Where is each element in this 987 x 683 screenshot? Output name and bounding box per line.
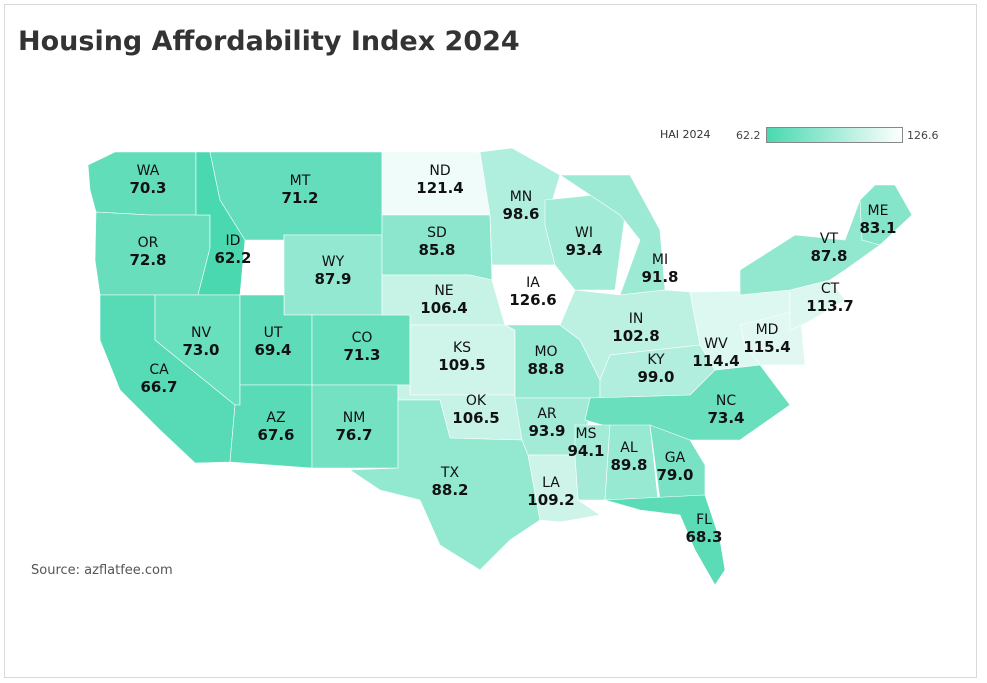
- state-value-TX: 88.2: [431, 481, 468, 499]
- state-label-AR: AR: [537, 406, 557, 422]
- state-label-MD: MD: [756, 322, 779, 338]
- state-ME[interactable]: [859, 184, 913, 246]
- state-value-CA: 66.7: [140, 378, 177, 396]
- state-value-IN: 102.8: [612, 327, 659, 345]
- state-value-AZ: 67.6: [257, 426, 294, 444]
- state-label-AL: AL: [620, 440, 638, 456]
- state-value-LA: 109.2: [527, 491, 574, 509]
- state-value-MS: 94.1: [567, 442, 604, 460]
- state-label-UT: UT: [264, 325, 283, 341]
- state-label-MN: MN: [510, 189, 533, 205]
- state-value-MI: 91.8: [641, 268, 678, 286]
- state-label-CT: CT: [821, 281, 840, 297]
- state-value-ND: 121.4: [416, 179, 463, 197]
- state-value-GA: 79.0: [656, 466, 693, 484]
- state-value-WV: 114.4: [692, 352, 739, 370]
- state-label-MI: MI: [652, 252, 668, 268]
- chart-title: Housing Affordability Index 2024: [18, 26, 520, 57]
- state-label-CA: CA: [149, 362, 169, 378]
- state-value-NE: 106.4: [420, 299, 467, 317]
- state-value-ID: 62.2: [214, 249, 251, 267]
- state-label-ID: ID: [226, 233, 241, 249]
- state-label-ND: ND: [429, 163, 450, 179]
- state-value-MT: 71.2: [281, 189, 318, 207]
- state-NM[interactable]: [311, 384, 399, 469]
- state-label-AZ: AZ: [266, 410, 285, 426]
- legend-max-label: 126.6: [907, 129, 939, 142]
- state-value-MN: 98.6: [502, 205, 539, 223]
- state-value-WI: 93.4: [565, 241, 602, 259]
- chart-frame: [4, 4, 977, 678]
- state-value-OK: 106.5: [452, 409, 499, 427]
- state-label-MO: MO: [534, 344, 557, 360]
- state-label-GA: GA: [665, 450, 686, 466]
- state-label-TX: TX: [440, 465, 460, 481]
- source-note: Source: azflatfee.com: [31, 563, 173, 578]
- state-label-IN: IN: [629, 311, 644, 327]
- state-value-AL: 89.8: [610, 456, 647, 474]
- state-FL[interactable]: [604, 494, 726, 586]
- state-value-CO: 71.3: [343, 346, 380, 364]
- state-label-NE: NE: [434, 283, 453, 299]
- state-value-SD: 85.8: [418, 241, 455, 259]
- state-label-KY: KY: [647, 352, 665, 368]
- state-label-OR: OR: [138, 235, 159, 251]
- state-value-IA: 126.6: [509, 291, 556, 309]
- legend-title: HAI 2024: [660, 128, 711, 141]
- state-label-ME: ME: [868, 203, 889, 219]
- state-value-FL: 68.3: [685, 528, 722, 546]
- state-label-WY: WY: [322, 254, 345, 270]
- state-value-VT: 87.8: [810, 247, 847, 265]
- legend-color-scale: [766, 127, 903, 143]
- state-GA[interactable]: [649, 424, 706, 501]
- state-value-WY: 87.9: [314, 270, 351, 288]
- state-value-WA: 70.3: [129, 179, 166, 197]
- state-value-KY: 99.0: [637, 368, 674, 386]
- state-label-WA: WA: [137, 163, 160, 179]
- state-value-KS: 109.5: [438, 356, 485, 374]
- state-value-NC: 73.4: [707, 409, 744, 427]
- state-label-WV: WV: [704, 336, 728, 352]
- state-MS[interactable]: [574, 424, 611, 501]
- state-label-CO: CO: [352, 330, 373, 346]
- state-value-CT: 113.7: [806, 297, 853, 315]
- state-value-OR: 72.8: [129, 251, 166, 269]
- state-value-AR: 93.9: [528, 422, 565, 440]
- state-label-VT: VT: [820, 231, 839, 247]
- state-label-NV: NV: [191, 325, 211, 341]
- state-label-KS: KS: [453, 340, 471, 356]
- state-value-UT: 69.4: [254, 341, 291, 359]
- state-label-NC: NC: [716, 393, 736, 409]
- state-label-MS: MS: [576, 426, 597, 442]
- state-value-MD: 115.4: [743, 338, 790, 356]
- state-label-OK: OK: [466, 393, 487, 409]
- state-value-ME: 83.1: [859, 219, 896, 237]
- state-label-IA: IA: [526, 275, 540, 291]
- state-label-SD: SD: [427, 225, 447, 241]
- state-label-WI: WI: [575, 225, 593, 241]
- state-value-NV: 73.0: [182, 341, 219, 359]
- legend-min-label: 62.2: [736, 129, 761, 142]
- state-value-NM: 76.7: [335, 426, 372, 444]
- state-label-MT: MT: [290, 173, 311, 189]
- state-label-NM: NM: [343, 410, 366, 426]
- state-TX[interactable]: [349, 399, 541, 571]
- state-value-MO: 88.8: [527, 360, 564, 378]
- state-label-LA: LA: [542, 475, 560, 491]
- state-label-FL: FL: [696, 512, 712, 528]
